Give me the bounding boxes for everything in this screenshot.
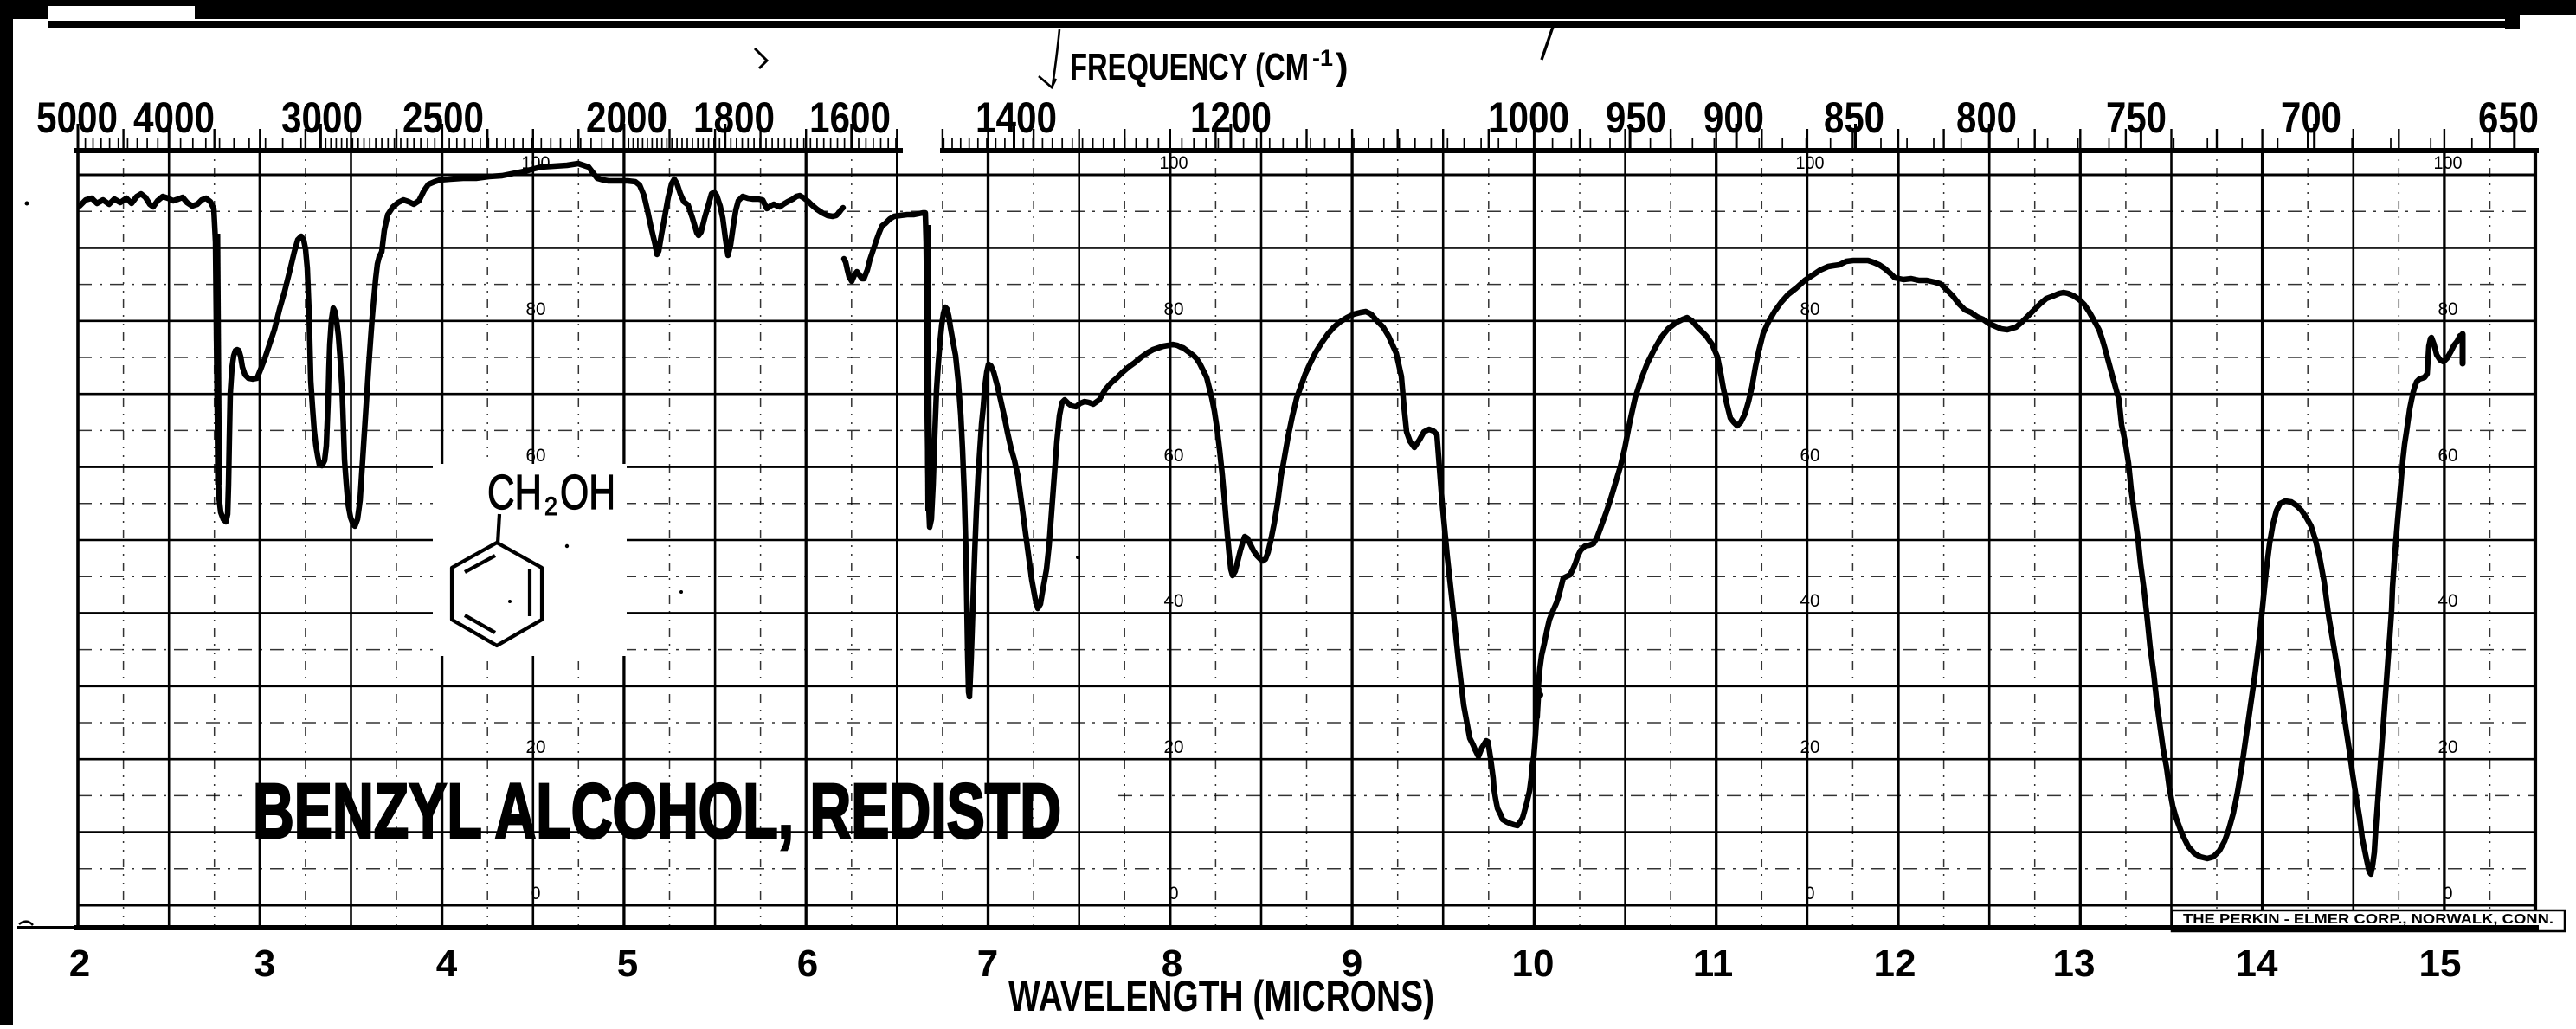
svg-text:40: 40 [1800, 591, 1820, 611]
svg-text:650: 650 [2478, 93, 2539, 142]
svg-text:2500: 2500 [402, 93, 484, 142]
svg-text:20: 20 [1800, 737, 1820, 757]
svg-text:700: 700 [2281, 93, 2341, 142]
svg-text:0: 0 [1806, 884, 1815, 904]
svg-text:5000: 5000 [36, 93, 118, 142]
svg-text:10: 10 [1512, 942, 1555, 985]
svg-text:12: 12 [1874, 942, 1916, 985]
svg-text:4: 4 [436, 942, 458, 985]
svg-text:WAVELENGTH (MICRONS): WAVELENGTH (MICRONS) [1008, 972, 1434, 1020]
svg-text:100: 100 [522, 153, 551, 173]
svg-text:2000: 2000 [586, 93, 667, 142]
svg-text:-1: -1 [1312, 45, 1333, 71]
svg-text:60: 60 [1800, 446, 1820, 466]
svg-text:4000: 4000 [133, 93, 215, 142]
svg-text:1800: 1800 [693, 93, 775, 142]
svg-text:2: 2 [69, 942, 90, 985]
svg-text:1400: 1400 [976, 93, 1057, 142]
svg-text:80: 80 [2438, 299, 2458, 319]
svg-text:0: 0 [2444, 884, 2453, 904]
svg-text:): ) [1336, 46, 1349, 88]
svg-text:11: 11 [1693, 942, 1734, 985]
svg-text:1200: 1200 [1190, 93, 1272, 142]
svg-text:60: 60 [1164, 446, 1184, 466]
svg-text:900: 900 [1703, 93, 1764, 142]
svg-text:20: 20 [1164, 737, 1184, 757]
svg-text:13: 13 [2053, 942, 2096, 985]
svg-text:100: 100 [1796, 153, 1825, 173]
svg-text:7: 7 [977, 942, 998, 985]
svg-text:20: 20 [526, 737, 546, 757]
svg-text:FREQUENCY (CM: FREQUENCY (CM [1070, 46, 1309, 88]
svg-text:20: 20 [2438, 737, 2458, 757]
svg-text:950: 950 [1606, 93, 1666, 142]
svg-text:3000: 3000 [281, 93, 363, 142]
svg-text:8: 8 [1162, 942, 1182, 985]
svg-text:CH: CH [487, 465, 542, 520]
svg-text:750: 750 [2106, 93, 2167, 142]
svg-text:THE PERKIN - ELMER CORP., NORW: THE PERKIN - ELMER CORP., NORWALK, CONN. [2183, 912, 2553, 927]
svg-text:OH: OH [560, 465, 615, 520]
svg-text:850: 850 [1824, 93, 1884, 142]
svg-text:1600: 1600 [809, 93, 891, 142]
svg-text:0: 0 [531, 884, 541, 904]
svg-text:BENZYL ALCOHOL, REDISTD: BENZYL ALCOHOL, REDISTD [253, 769, 1061, 855]
svg-text:40: 40 [2438, 591, 2458, 611]
svg-text:800: 800 [1956, 93, 2017, 142]
svg-text:100: 100 [1160, 153, 1188, 173]
svg-text:80: 80 [526, 299, 546, 319]
svg-text:60: 60 [2438, 446, 2458, 466]
svg-text:15: 15 [2419, 942, 2462, 985]
svg-text:100: 100 [2434, 153, 2463, 173]
svg-text:6: 6 [797, 942, 818, 985]
svg-text:3: 3 [254, 942, 275, 985]
svg-text:40: 40 [1164, 591, 1184, 611]
svg-text:2: 2 [544, 492, 557, 521]
svg-text:5: 5 [617, 942, 638, 985]
svg-text:14: 14 [2236, 942, 2278, 985]
svg-text:9: 9 [1342, 942, 1362, 985]
svg-text:1000: 1000 [1488, 93, 1569, 142]
svg-text:80: 80 [1800, 299, 1820, 319]
svg-text:80: 80 [1164, 299, 1184, 319]
svg-text:0: 0 [1169, 884, 1179, 904]
svg-text:60: 60 [526, 446, 546, 466]
